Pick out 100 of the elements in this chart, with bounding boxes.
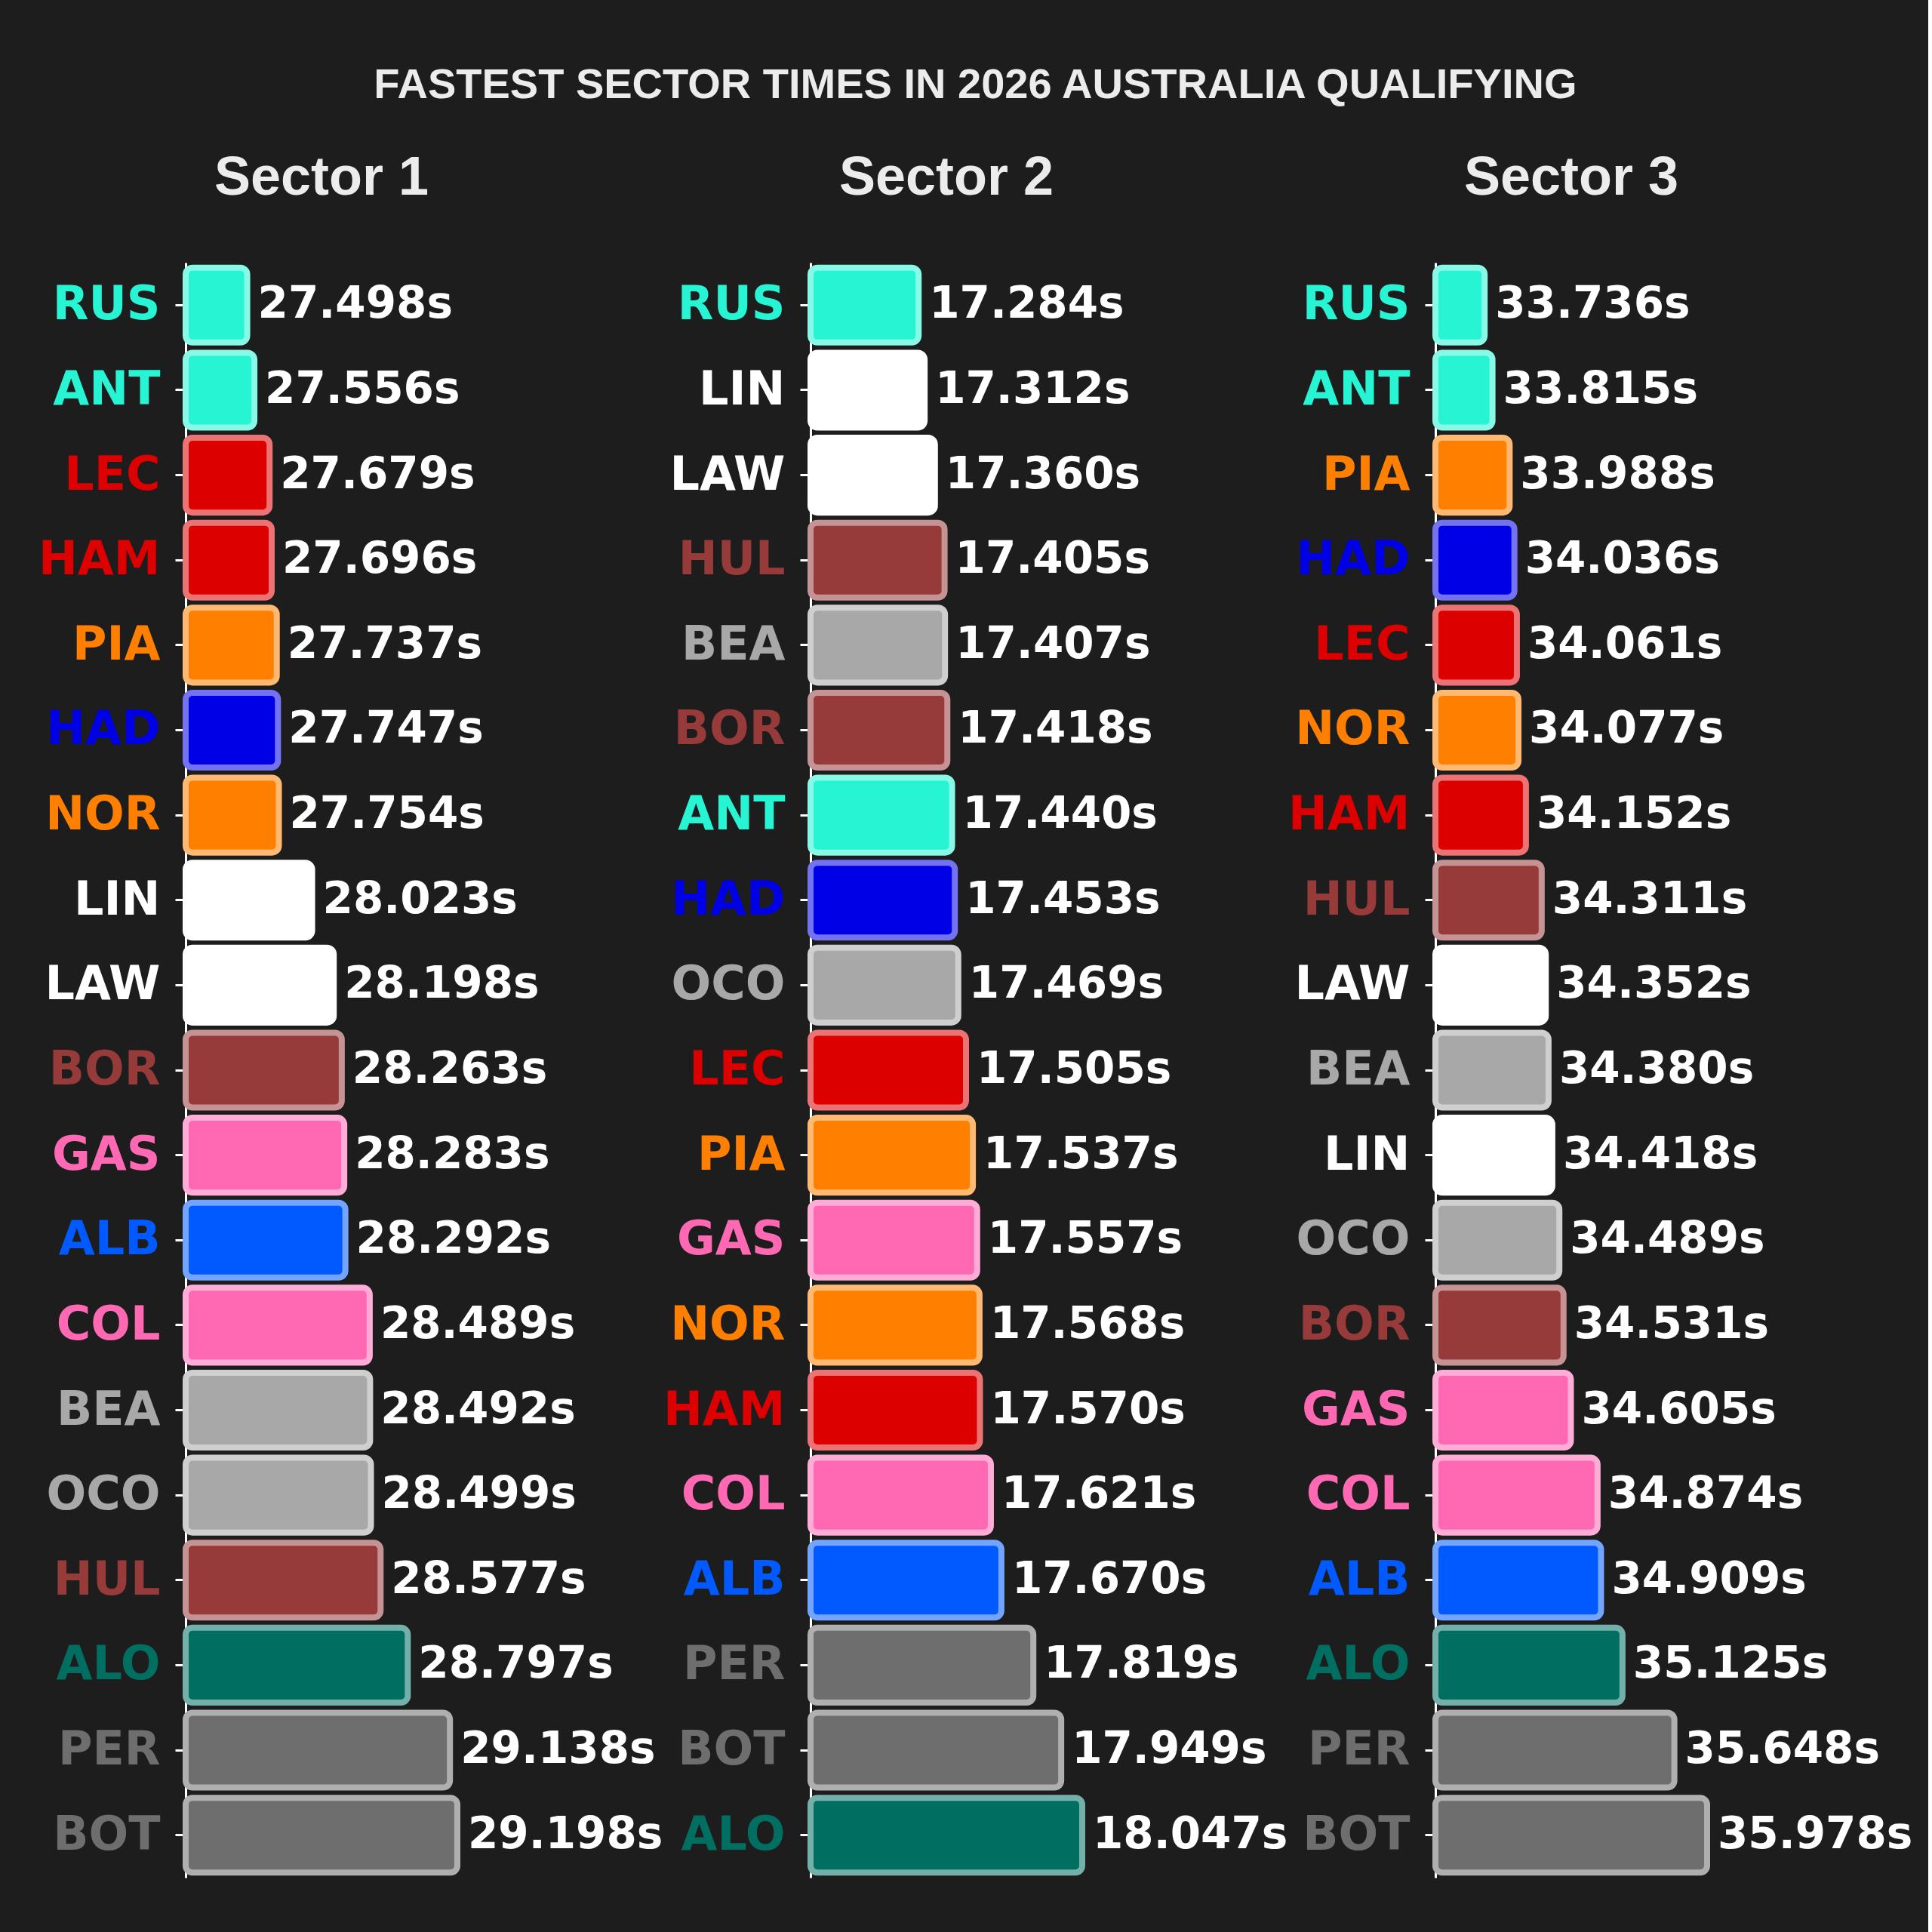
- data-label: 27.498s: [257, 277, 453, 329]
- data-label: 17.469s: [968, 957, 1164, 1009]
- data-label: 34.036s: [1524, 532, 1720, 584]
- y-tick-label: GAS: [676, 1211, 786, 1266]
- y-tick-label: LIN: [74, 870, 161, 926]
- y-tick-label: OCO: [671, 955, 786, 1011]
- data-label: 34.077s: [1529, 702, 1724, 754]
- data-label: 17.284s: [929, 277, 1124, 329]
- y-tick-label: HUL: [678, 531, 786, 586]
- y-tick-label: PER: [57, 1721, 161, 1777]
- y-tick-label: GAS: [51, 1125, 161, 1181]
- y-tick-label: HAM: [38, 531, 161, 586]
- data-label: 17.360s: [945, 447, 1141, 499]
- data-label: 17.418s: [958, 702, 1153, 754]
- y-tick-label: LAW: [45, 955, 161, 1011]
- y-tick-label: PER: [1307, 1721, 1411, 1777]
- y-tick-label: RUS: [52, 275, 161, 331]
- data-label: 28.263s: [352, 1042, 548, 1094]
- y-tick-label: BEA: [56, 1380, 161, 1436]
- y-tick-label: HAD: [46, 700, 161, 756]
- data-label: 17.819s: [1044, 1637, 1239, 1689]
- y-tick-label: HAD: [1296, 531, 1411, 586]
- data-label: 33.736s: [1495, 277, 1690, 329]
- data-label: 35.125s: [1632, 1637, 1829, 1689]
- y-tick-label: BOR: [1298, 1295, 1411, 1351]
- y-tick-label: HUL: [53, 1550, 161, 1606]
- y-tick-label: BEA: [681, 615, 786, 671]
- chart-subtitle: Sector 3: [1463, 146, 1679, 206]
- data-label: 18.047s: [1093, 1807, 1288, 1859]
- y-tick-label: ANT: [1303, 360, 1411, 416]
- y-tick-label: HUL: [1303, 870, 1411, 926]
- data-label: 35.978s: [1718, 1807, 1913, 1859]
- y-tick-label: HAM: [663, 1380, 786, 1436]
- y-tick-label: BOT: [53, 1805, 161, 1861]
- data-label: 27.696s: [281, 532, 478, 584]
- y-tick-label: ALO: [1306, 1635, 1411, 1691]
- y-tick-label: BOR: [48, 1041, 161, 1096]
- y-tick-label: ANT: [53, 360, 161, 416]
- chart-subtitle: Sector 1: [214, 146, 429, 206]
- data-label: 17.537s: [983, 1127, 1179, 1179]
- y-tick-label: NOR: [1295, 700, 1411, 756]
- y-tick-label: BOT: [1303, 1805, 1411, 1861]
- data-label: 34.909s: [1611, 1552, 1807, 1604]
- data-label: 27.556s: [265, 361, 460, 414]
- data-label: 33.988s: [1520, 447, 1715, 499]
- data-label: 27.747s: [288, 702, 484, 754]
- y-tick-label: NOR: [45, 786, 161, 841]
- data-label: 29.138s: [460, 1722, 656, 1774]
- y-tick-label: ALB: [58, 1211, 161, 1266]
- data-label: 28.283s: [355, 1127, 550, 1179]
- y-tick-label: LIN: [1324, 1125, 1411, 1181]
- y-tick-label: LAW: [1294, 955, 1411, 1011]
- data-label: 35.648s: [1684, 1722, 1880, 1774]
- data-label: 33.815s: [1503, 361, 1698, 414]
- data-label: 17.570s: [990, 1382, 1186, 1434]
- y-tick-label: LEC: [689, 1041, 786, 1096]
- data-label: 34.352s: [1556, 957, 1752, 1009]
- data-label: 17.440s: [962, 787, 1158, 839]
- y-tick-label: HAD: [671, 870, 786, 926]
- y-tick-label: COL: [681, 1466, 786, 1521]
- y-tick-label: OCO: [46, 1466, 161, 1521]
- y-tick-label: PER: [682, 1635, 786, 1691]
- data-label: 17.453s: [965, 872, 1161, 924]
- y-tick-label: ANT: [678, 786, 786, 841]
- data-label: 34.605s: [1581, 1382, 1777, 1434]
- y-tick-label: RUS: [1302, 275, 1411, 331]
- data-label: 17.407s: [955, 617, 1151, 669]
- data-label: 34.874s: [1607, 1467, 1804, 1519]
- data-label: 28.198s: [344, 957, 540, 1009]
- data-label: 28.797s: [418, 1637, 614, 1689]
- y-tick-label: HAM: [1287, 786, 1411, 841]
- data-label: 17.312s: [935, 361, 1131, 414]
- y-tick-label: LAW: [669, 445, 786, 501]
- data-label: 28.292s: [355, 1212, 551, 1264]
- y-tick-label: BOT: [678, 1721, 786, 1777]
- y-tick-label: OCO: [1296, 1211, 1411, 1266]
- y-tick-label: PIA: [1322, 445, 1411, 501]
- data-label: 17.557s: [987, 1212, 1183, 1264]
- data-label: 28.023s: [322, 872, 518, 924]
- y-tick-label: PIA: [697, 1125, 786, 1181]
- y-tick-label: LEC: [64, 445, 161, 501]
- data-label: 27.754s: [289, 787, 485, 839]
- data-label: 34.152s: [1536, 787, 1732, 839]
- y-tick-label: COL: [56, 1295, 161, 1351]
- data-label: 17.670s: [1011, 1552, 1208, 1604]
- y-tick-label: ALO: [681, 1805, 786, 1861]
- data-label: 28.492s: [380, 1382, 576, 1434]
- data-label: 34.531s: [1574, 1297, 1770, 1349]
- data-label: 29.198s: [468, 1807, 663, 1859]
- y-tick-label: GAS: [1301, 1380, 1411, 1436]
- data-label: 28.489s: [380, 1297, 576, 1349]
- y-tick-label: RUS: [677, 275, 786, 331]
- data-label: 28.499s: [381, 1467, 577, 1519]
- data-label: 17.405s: [955, 532, 1150, 584]
- y-tick-label: ALO: [56, 1635, 161, 1691]
- y-tick-label: BEA: [1306, 1041, 1411, 1096]
- data-label: 17.505s: [977, 1042, 1172, 1094]
- y-tick-label: NOR: [670, 1295, 786, 1351]
- y-tick-label: LEC: [1314, 615, 1411, 671]
- y-tick-label: PIA: [72, 615, 161, 671]
